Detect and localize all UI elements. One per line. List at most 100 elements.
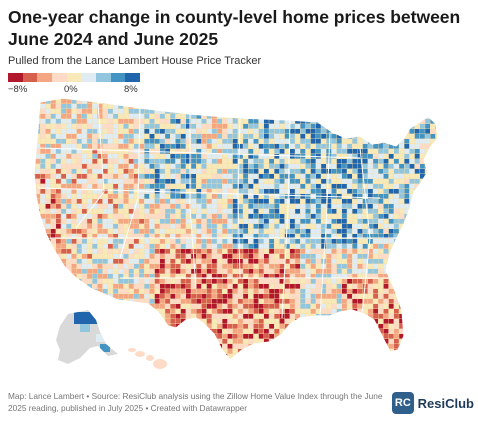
county-cell bbox=[290, 264, 295, 269]
county-cell bbox=[154, 244, 160, 249]
county-cell bbox=[50, 134, 56, 139]
county-cell bbox=[71, 98, 77, 99]
county-cell bbox=[175, 249, 181, 254]
county-cell bbox=[336, 349, 342, 354]
county-cell bbox=[316, 324, 321, 329]
county-cell bbox=[441, 134, 446, 139]
county-cell bbox=[186, 129, 191, 134]
county-cell bbox=[165, 289, 170, 294]
county-cell bbox=[66, 104, 72, 109]
county-cell bbox=[258, 114, 264, 119]
county-cell bbox=[409, 254, 415, 259]
county-cell bbox=[420, 164, 425, 169]
county-cell bbox=[331, 214, 337, 219]
county-cell bbox=[227, 349, 233, 354]
county-cell bbox=[331, 144, 337, 149]
county-cell bbox=[66, 134, 72, 139]
county-cell bbox=[243, 124, 248, 129]
county-cell bbox=[35, 309, 40, 314]
county-cell bbox=[238, 364, 243, 369]
county-cell bbox=[35, 294, 40, 299]
county-cell bbox=[191, 159, 196, 164]
county-cell bbox=[264, 194, 269, 199]
county-cell bbox=[404, 239, 410, 244]
county-cell bbox=[206, 284, 212, 289]
county-cell bbox=[139, 344, 144, 349]
county-cell bbox=[165, 314, 170, 319]
county-cell bbox=[253, 209, 259, 214]
county-cell bbox=[342, 174, 347, 179]
county-cell bbox=[409, 109, 415, 114]
county-cell bbox=[300, 164, 306, 169]
county-cell bbox=[212, 164, 217, 169]
county-cell bbox=[342, 244, 347, 249]
county-cell bbox=[196, 239, 202, 244]
county-cell bbox=[258, 259, 264, 264]
county-cell bbox=[34, 339, 35, 344]
county-cell bbox=[305, 264, 311, 269]
county-cell bbox=[430, 204, 436, 209]
county-cell bbox=[342, 204, 347, 209]
county-cell bbox=[108, 209, 113, 214]
county-cell bbox=[61, 284, 66, 289]
county-cell bbox=[102, 269, 108, 274]
county-cell bbox=[102, 289, 108, 294]
county-cell bbox=[441, 94, 446, 99]
county-cell bbox=[352, 194, 358, 199]
legend-labels: −8% 0% 8% bbox=[8, 84, 140, 96]
county-cell bbox=[196, 354, 202, 359]
county-cell bbox=[170, 169, 176, 174]
county-cell bbox=[357, 254, 363, 259]
county-cell bbox=[243, 219, 248, 224]
county-cell bbox=[87, 269, 92, 274]
county-cell bbox=[35, 319, 40, 324]
county-cell bbox=[414, 149, 420, 154]
county-cell bbox=[300, 304, 306, 309]
county-cell bbox=[368, 234, 373, 239]
county-cell bbox=[154, 349, 160, 354]
county-cell bbox=[40, 114, 46, 119]
legend-label-max: 8% bbox=[124, 84, 138, 95]
county-cell bbox=[222, 274, 228, 279]
county-cell bbox=[206, 199, 212, 204]
county-cell bbox=[274, 269, 280, 274]
county-cell bbox=[227, 194, 233, 199]
county-cell bbox=[342, 104, 347, 109]
county-cell bbox=[170, 309, 176, 314]
county-cell bbox=[34, 139, 35, 144]
county-cell bbox=[50, 344, 56, 349]
county-cell bbox=[154, 219, 160, 224]
county-cell bbox=[149, 204, 155, 209]
county-cell bbox=[165, 329, 170, 334]
county-cell bbox=[295, 334, 300, 339]
county-cell bbox=[414, 209, 420, 214]
county-cell bbox=[191, 189, 196, 194]
county-cell bbox=[243, 359, 248, 360]
county-cell bbox=[441, 219, 446, 224]
county-cell bbox=[399, 194, 404, 199]
county-cell bbox=[248, 294, 254, 299]
county-cell bbox=[336, 339, 342, 344]
county-cell bbox=[123, 314, 129, 319]
county-cell bbox=[87, 229, 92, 234]
county-cell bbox=[316, 264, 321, 269]
county-cell bbox=[331, 344, 337, 349]
county-cell bbox=[144, 129, 150, 134]
county-cell bbox=[102, 219, 108, 224]
county-cell bbox=[128, 154, 134, 159]
county-cell bbox=[404, 244, 410, 249]
county-cell bbox=[352, 209, 358, 214]
county-cell bbox=[414, 144, 420, 149]
county-cell bbox=[238, 154, 243, 159]
county-cell bbox=[404, 229, 410, 234]
county-cell bbox=[305, 344, 311, 349]
county-cell bbox=[154, 229, 160, 234]
county-cell bbox=[279, 359, 285, 360]
county-cell bbox=[321, 179, 326, 184]
county-cell bbox=[321, 249, 326, 254]
county-cell bbox=[420, 199, 425, 204]
county-cell bbox=[269, 104, 274, 109]
county-cell bbox=[165, 339, 170, 344]
county-cell bbox=[186, 119, 191, 124]
county-cell bbox=[378, 239, 384, 244]
